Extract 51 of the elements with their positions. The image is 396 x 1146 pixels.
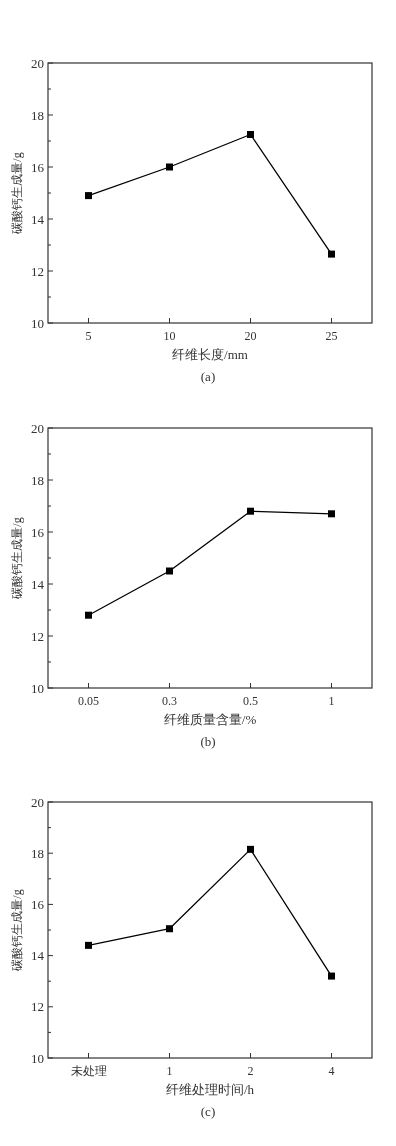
x-tick-label: 1 (166, 1064, 173, 1078)
text: (a) (200, 369, 216, 384)
point (85, 611, 92, 619)
x-axis-title: 纤维长度/mm (172, 347, 248, 362)
y-tick-label: 12 (31, 628, 44, 644)
point (328, 510, 335, 518)
point (328, 250, 335, 258)
point (85, 192, 92, 200)
text: (c) (200, 1104, 216, 1119)
x-tick-label: 0.3 (162, 694, 177, 708)
point (247, 507, 254, 515)
x-tick-label: 0.05 (78, 694, 99, 708)
x-tick-label: 20 (244, 329, 257, 343)
y-tick-label: 18 (31, 845, 44, 861)
y-tick-label: 16 (31, 524, 45, 540)
y-tick-label: 10 (31, 1050, 44, 1066)
y-tick-label: 16 (31, 159, 45, 175)
x-axis-title: 纤维质量含量/% (163, 712, 257, 727)
x-tick-label: 10 (163, 329, 176, 343)
point (166, 163, 173, 171)
y-tick-label: 10 (31, 315, 44, 331)
text: (b) (200, 734, 216, 749)
x-tick-label: 2 (247, 1064, 254, 1078)
y-tick-label: 12 (31, 263, 44, 279)
y-tick-label: 16 (31, 896, 45, 912)
y-tick-label: 20 (31, 55, 44, 71)
point (247, 131, 254, 138)
y-tick-label: 14 (31, 948, 45, 964)
x-tick-label: 1 (328, 694, 335, 708)
y-axis-title: 碳酸钙生成量/g (10, 517, 24, 600)
y-tick-label: 20 (31, 794, 44, 810)
x-tick-label: 4 (328, 1064, 335, 1078)
y-tick-label: 10 (31, 680, 44, 696)
y-tick-label: 18 (31, 107, 44, 123)
x-tick-label: 未处理 (70, 1064, 107, 1078)
point (166, 567, 173, 575)
x-tick-label: 25 (325, 329, 338, 343)
point (166, 925, 173, 933)
point (328, 972, 335, 980)
y-tick-label: 20 (31, 420, 44, 436)
y-tick-label: 18 (31, 472, 44, 488)
y-axis-title: 碳酸钙生成量/g (10, 152, 24, 235)
y-tick-label: 12 (31, 999, 44, 1015)
x-axis-title: 纤维处理时间/h (165, 1082, 255, 1097)
y-tick-label: 14 (31, 211, 45, 227)
point (85, 941, 92, 949)
point (247, 845, 254, 853)
x-tick-label: 5 (85, 329, 92, 343)
y-axis-title: 碳酸钙生成量/g (10, 889, 24, 972)
x-tick-label: 0.5 (243, 694, 258, 708)
y-tick-label: 14 (31, 576, 45, 592)
